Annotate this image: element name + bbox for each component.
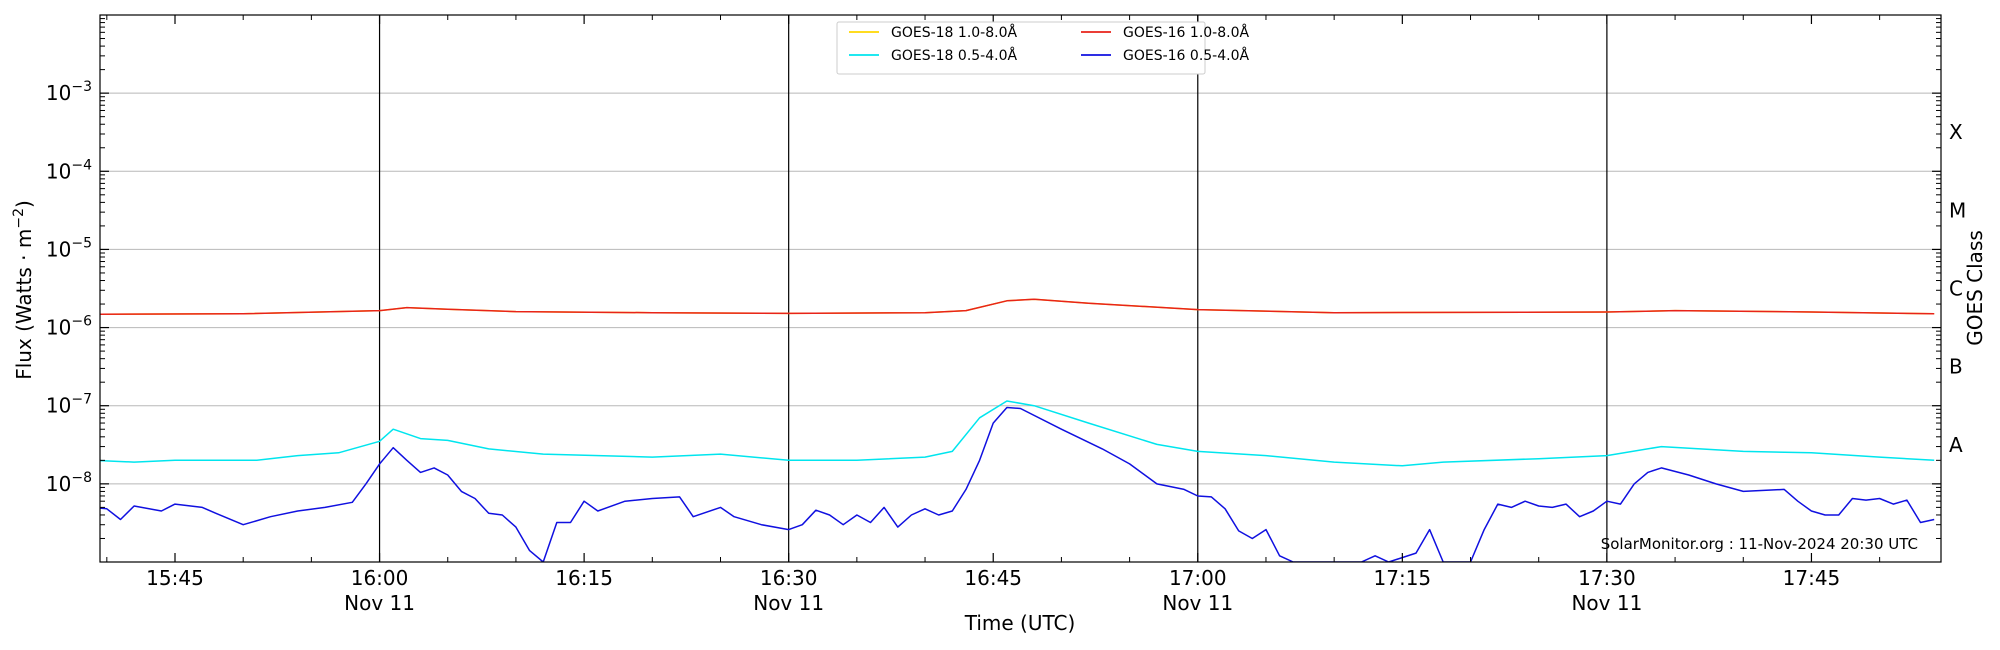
x-tick-label: 17:45	[1783, 566, 1841, 590]
goes-class-label: C	[1949, 277, 1963, 301]
plot-frame	[99, 14, 1942, 563]
legend-entry-label: GOES-18 0.5-4.0Å	[891, 47, 1017, 64]
x-tick-label: 17:00	[1169, 566, 1227, 590]
x-tick-date-label: Nov 11	[344, 591, 415, 615]
y-tick-label: 10−5	[46, 235, 92, 261]
y-tick-label: 10−4	[46, 157, 92, 183]
credit-label: SolarMonitor.org : 11-Nov-2024 20:30 UTC	[1601, 535, 1918, 553]
y-tick-label: 10−6	[46, 314, 92, 340]
x-tick-label: 16:15	[555, 566, 613, 590]
legend-entry-label: GOES-18 1.0-8.0Å	[891, 24, 1017, 41]
legend-entry-label: GOES-16 1.0-8.0Å	[1123, 24, 1249, 41]
legend: GOES-18 1.0-8.0Å GOES-18 0.5-4.0Å GOES-16 …	[836, 21, 1249, 75]
x-tick-label: 15:45	[146, 566, 204, 590]
series-line-1	[100, 298, 1935, 316]
x-tick-label: 17:15	[1374, 566, 1432, 590]
x-tick-label: 16:45	[964, 566, 1022, 590]
x-tick-label: 16:30	[760, 566, 818, 590]
x-tick-label: 16:00	[351, 566, 409, 590]
x-tick-date-label: Nov 11	[753, 591, 824, 615]
x-tick-date-label: Nov 11	[1162, 591, 1233, 615]
x-tick-label: 17:30	[1578, 566, 1636, 590]
y-axis-label: Flux (Watts · m−2)	[11, 200, 36, 380]
legend-box	[836, 21, 1206, 75]
goes-class-axis-label: GOES Class	[1963, 230, 1987, 346]
legend-entry-label: GOES-16 0.5-4.0Å	[1123, 47, 1249, 64]
series-layer	[100, 298, 1935, 562]
goes-class-label: B	[1949, 355, 1963, 379]
goes-class-label: M	[1949, 198, 1966, 222]
y-tick-label: 10−3	[46, 79, 92, 105]
day-vertical-lines	[378, 15, 1608, 562]
series-line-2	[100, 400, 1935, 467]
x-axis-label: Time (UTC)	[964, 611, 1076, 635]
y-tick-label: 10−8	[46, 470, 92, 496]
goes-class-label: X	[1949, 120, 1963, 144]
x-tick-date-label: Nov 11	[1571, 591, 1642, 615]
goes-class-label: A	[1949, 433, 1963, 457]
series-line-3	[100, 406, 1935, 562]
y-tick-label: 10−7	[46, 392, 92, 418]
